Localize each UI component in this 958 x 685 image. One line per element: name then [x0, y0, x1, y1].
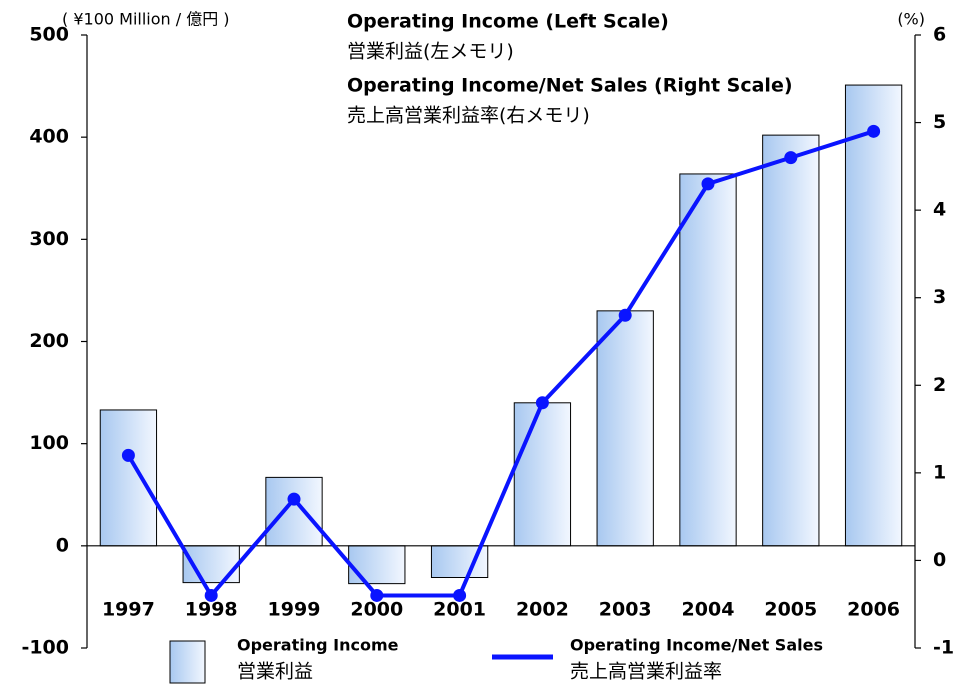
legend-label: Operating Income: [237, 636, 399, 655]
line-point: [205, 589, 218, 602]
bar: [680, 174, 736, 546]
x-tick-label: 2003: [599, 599, 652, 621]
line-point: [370, 589, 383, 602]
bar: [597, 311, 653, 546]
legend-swatch: [170, 641, 205, 683]
legend-label: 営業利益: [237, 661, 313, 683]
y2-tick-label: 2: [933, 374, 946, 396]
bar: [845, 85, 901, 546]
annotation: 売上高営業利益率(右メモリ): [347, 105, 590, 127]
chart: ( ¥100 Million / 億円 ) (%) Operating Inco…: [0, 0, 958, 685]
y-tick-label: 400: [29, 126, 69, 148]
y2-tick-label: 5: [933, 111, 946, 133]
y2-tick-label: -1: [933, 637, 954, 659]
y2-tick-label: 4: [933, 199, 946, 221]
line-point: [536, 396, 549, 409]
y-tick-label: 500: [29, 24, 69, 46]
x-tick-label: 2004: [682, 599, 735, 621]
y2-tick-label: 1: [933, 461, 946, 483]
bar: [349, 546, 405, 584]
line-point: [867, 125, 880, 138]
bar: [763, 135, 819, 546]
annotation: Operating Income/Net Sales (Right Scale): [347, 75, 793, 97]
y-tick-label: 300: [29, 228, 69, 250]
y-tick-label: 200: [29, 330, 69, 352]
line-point: [453, 589, 466, 602]
x-tick-label: 2006: [847, 599, 900, 621]
annotation: 営業利益(左メモリ): [347, 41, 514, 63]
y-tick-label: 100: [29, 432, 69, 454]
line-point: [784, 151, 797, 164]
bar: [514, 403, 570, 546]
legend-label: Operating Income/Net Sales: [570, 636, 823, 655]
x-tick-label: 2005: [764, 599, 817, 621]
y2-axis-label: (%): [897, 10, 925, 29]
line-point: [619, 309, 632, 322]
x-tick-label: 2002: [516, 599, 569, 621]
y-axis-label: ( ¥100 Million / 億円 ): [62, 10, 230, 29]
y2-tick-label: 0: [933, 549, 946, 571]
bar: [100, 410, 156, 546]
line-point: [702, 177, 715, 190]
line-point: [122, 449, 135, 462]
annotation: Operating Income (Left Scale): [347, 11, 669, 33]
y2-tick-label: 3: [933, 286, 946, 308]
y-tick-label: 0: [56, 534, 69, 556]
legend-label: 売上高営業利益率: [570, 661, 722, 683]
y-tick-label: -100: [21, 637, 69, 659]
x-tick-label: 1997: [102, 599, 155, 621]
bar: [266, 477, 322, 545]
y2-tick-label: 6: [933, 24, 946, 46]
line-point: [288, 493, 301, 506]
x-tick-label: 1999: [268, 599, 321, 621]
line: [128, 131, 873, 595]
